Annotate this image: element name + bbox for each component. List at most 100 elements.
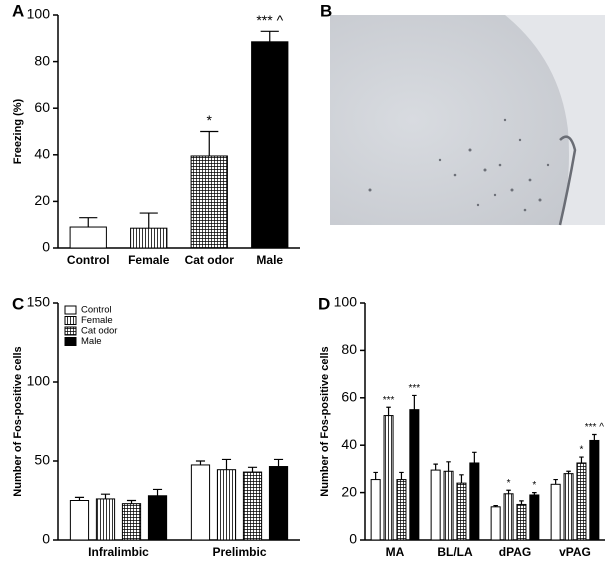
error-bar <box>152 488 163 496</box>
bar <box>242 471 263 541</box>
bar <box>409 409 420 541</box>
panel-label: D <box>318 294 330 313</box>
error-bar <box>592 433 597 441</box>
x-tick-label: Cat odor <box>185 253 235 267</box>
x-tick-label: dPAG <box>499 545 531 559</box>
y-tick-label: 0 <box>349 531 357 547</box>
legend-swatch <box>64 337 77 346</box>
bar <box>490 506 501 541</box>
y-tick-label: 80 <box>341 341 357 357</box>
significance-label: *** <box>383 395 395 406</box>
y-tick-label: 20 <box>341 483 357 499</box>
x-tick-label: Infralimbic <box>88 545 149 559</box>
bar <box>516 503 527 541</box>
error-bar <box>200 130 219 156</box>
bar <box>190 464 211 541</box>
bar <box>430 469 441 541</box>
x-tick-label: Female <box>128 253 170 267</box>
error-bar <box>139 212 158 229</box>
legend-swatch <box>64 305 77 315</box>
y-tick-label: 0 <box>42 239 50 255</box>
bar <box>396 479 407 541</box>
error-bar <box>100 493 111 499</box>
bar <box>95 498 116 541</box>
y-tick-label: 40 <box>341 436 357 452</box>
panel-label: A <box>12 1 24 20</box>
bar <box>456 482 467 541</box>
panel-label: C <box>12 294 24 313</box>
bar <box>503 493 514 541</box>
y-tick-label: 50 <box>34 452 50 468</box>
y-tick-label: 100 <box>334 294 358 310</box>
error-bar <box>446 461 451 472</box>
bar <box>383 415 394 541</box>
legend-label: Male <box>81 336 102 347</box>
y-tick-label: 150 <box>27 294 51 310</box>
error-bar <box>412 394 417 410</box>
bar <box>268 466 289 541</box>
y-tick-label: 100 <box>27 6 51 22</box>
micrograph <box>330 15 605 226</box>
bar <box>370 479 381 541</box>
panel-label: B <box>320 1 332 20</box>
error-bar <box>493 505 498 507</box>
y-tick-label: 60 <box>34 99 50 115</box>
bar <box>469 462 480 541</box>
bar <box>190 155 228 249</box>
bar <box>563 473 574 541</box>
error-bar <box>459 474 464 484</box>
error-bar <box>195 460 206 465</box>
error-bar <box>273 458 284 467</box>
error-bar <box>126 499 137 504</box>
y-tick-label: 80 <box>34 52 50 68</box>
bar <box>69 226 107 249</box>
bar <box>529 494 540 541</box>
bar <box>147 495 168 541</box>
bar <box>576 462 587 541</box>
error-bar <box>566 470 571 474</box>
bar <box>550 483 561 541</box>
bar <box>130 227 168 249</box>
bar <box>589 439 600 541</box>
error-bar <box>579 456 584 463</box>
y-tick-label: 0 <box>42 531 50 547</box>
error-bar <box>260 30 279 42</box>
error-bar <box>79 217 98 228</box>
significance-label: * <box>579 445 583 456</box>
x-tick-label: Prelimbic <box>212 545 266 559</box>
significance-label: *** ^ <box>256 12 283 28</box>
bar <box>69 500 90 541</box>
error-bar <box>472 451 477 463</box>
legend-label: Female <box>81 315 113 326</box>
legend-swatch <box>64 316 77 325</box>
x-tick-label: Male <box>256 253 283 267</box>
error-bar <box>221 458 232 470</box>
x-tick-label: vPAG <box>559 545 591 559</box>
error-bar <box>373 471 378 480</box>
error-bar <box>553 478 558 485</box>
y-tick-label: 100 <box>27 373 51 389</box>
significance-label: * <box>532 480 536 491</box>
bar <box>216 469 237 541</box>
significance-label: *** <box>409 383 421 394</box>
y-axis-title: Number of Fos-positive cells <box>12 346 24 496</box>
error-bar <box>519 500 524 505</box>
bar <box>251 41 289 249</box>
y-tick-label: 60 <box>341 389 357 405</box>
bar <box>121 503 142 541</box>
significance-label: * <box>507 478 511 489</box>
x-tick-label: Control <box>67 253 110 267</box>
error-bar <box>433 463 438 471</box>
error-bar <box>74 496 85 501</box>
error-bar <box>399 471 404 480</box>
bar <box>443 470 454 541</box>
x-tick-label: BL/LA <box>437 545 473 559</box>
x-tick-label: MA <box>386 545 405 559</box>
legend-label: Control <box>81 305 112 316</box>
error-bar <box>532 492 537 495</box>
y-axis-title: Freezing (%) <box>12 98 24 164</box>
error-bar <box>247 466 258 473</box>
y-tick-label: 40 <box>34 146 50 162</box>
error-bar <box>506 489 511 494</box>
